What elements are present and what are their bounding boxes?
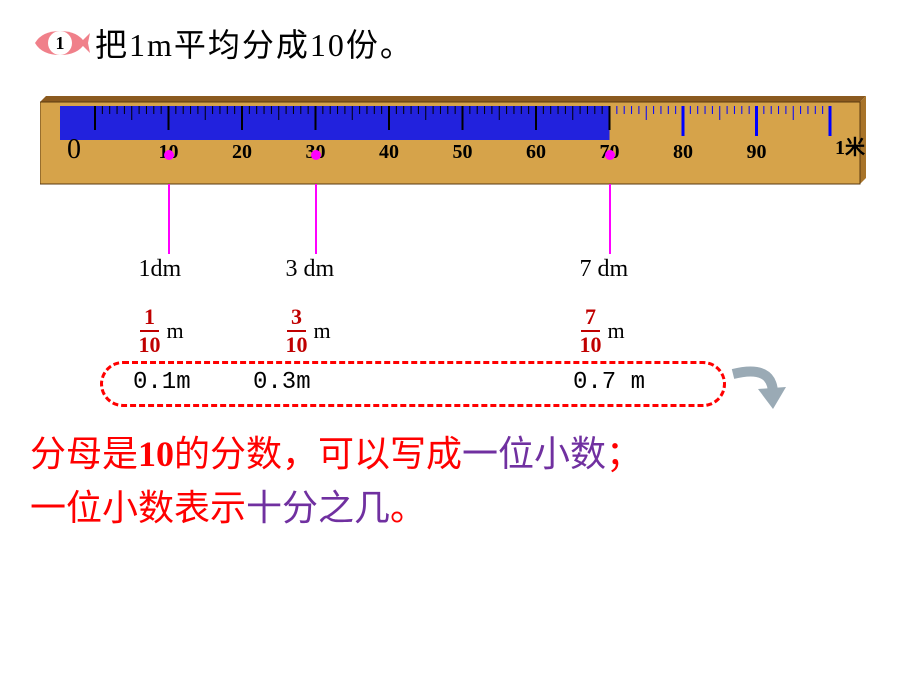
decimal-label: 0.1m (133, 369, 191, 396)
dm-label: 3 dm (286, 256, 335, 283)
svg-text:1: 1 (56, 33, 65, 53)
explain-l1-p2: 的分数，可以写成 (174, 434, 462, 474)
dm-labels-row: 1dm 3 dm 7 dm (30, 256, 890, 296)
explain-l1-bold: 10 (138, 434, 174, 474)
curved-arrow-icon (728, 359, 788, 419)
explain-l1-end: ； (606, 434, 642, 474)
fraction-label: 110m (139, 306, 184, 356)
dm-label: 1dm (139, 256, 182, 283)
pointer-line (168, 184, 170, 254)
decimals-box: 0.1m 0.3m 0.7 m (100, 361, 726, 407)
pointer-dot (605, 150, 615, 160)
svg-text:60: 60 (526, 141, 546, 163)
decimal-label: 0.3m (253, 369, 311, 396)
svg-text:20: 20 (232, 141, 252, 163)
dm-label: 7 dm (580, 256, 629, 283)
pointer-line (609, 184, 611, 254)
pointer-dot (311, 150, 321, 160)
explain-l2-purple: 十分之几 (246, 488, 390, 528)
fraction-label: 710m (580, 306, 625, 356)
svg-text:80: 80 (673, 141, 693, 163)
fish-badge: 1 (30, 23, 90, 63)
ruler: 01020304050607080901米 (40, 96, 870, 196)
explanation-text: 分母是10的分数，可以写成一位小数； 一位小数表示十分之几。 (30, 427, 890, 535)
pointer-dot (164, 150, 174, 160)
page-title: 把1m平均分成10份。 (95, 20, 414, 66)
svg-text:40: 40 (379, 141, 399, 163)
decimal-label: 0.7 m (573, 369, 645, 396)
fractions-row: 110m 310m 710m (30, 306, 890, 356)
explain-l2-end: 。 (390, 488, 426, 528)
explain-l1-p1: 分母是 (30, 434, 138, 474)
fraction-label: 310m (286, 306, 331, 356)
svg-text:1米: 1米 (835, 136, 866, 159)
svg-text:0: 0 (67, 134, 81, 165)
svg-text:50: 50 (453, 141, 473, 163)
svg-text:90: 90 (747, 141, 767, 163)
explain-l2-p1: 一位小数表示 (30, 488, 246, 528)
explain-l1-purple: 一位小数 (462, 434, 606, 474)
pointer-line (315, 184, 317, 254)
